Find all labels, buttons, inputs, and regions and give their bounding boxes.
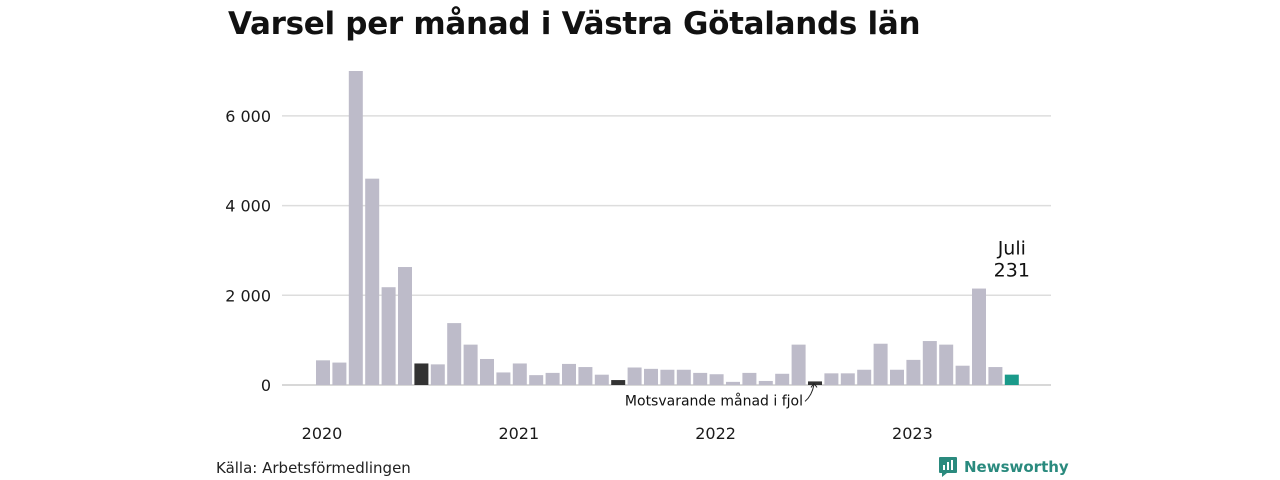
x-tick-label: 2021 [498,424,539,443]
bar [939,344,954,385]
bar [742,372,757,385]
source-label: Källa: Arbetsförmedlingen [216,459,411,477]
newsworthy-logo-icon [939,457,957,477]
bar [463,344,478,385]
bar-current-month [1004,374,1019,385]
bar [922,341,937,385]
previous-year-arrow [804,384,815,402]
bar [726,381,740,385]
bar [840,373,855,385]
bar [676,369,691,385]
bar-previous-year [611,380,626,385]
x-tick-label: 2023 [892,424,933,443]
bar [824,373,839,385]
bar [545,372,560,385]
bars [316,71,1019,385]
annotations: Juli 231 Motsvarande månad i fjol [625,238,1030,410]
last-month-label: Juli [997,238,1026,260]
brand-logo: Newsworthy [938,456,1069,478]
y-tick-label: 0 [261,376,271,395]
x-tick-label: 2020 [302,424,343,443]
bar-previous-year [414,363,429,385]
bar [430,364,445,385]
y-tick-label: 6 000 [225,107,271,126]
bar [529,375,544,385]
previous-year-arrowhead [810,382,818,388]
bar [365,178,380,385]
x-axis-ticks: 2020 2021 2022 2023 [302,424,933,443]
brand-name: Newsworthy [964,458,1069,476]
bar [398,267,412,385]
bar [381,287,396,385]
bar [447,323,462,385]
bar [660,369,675,385]
bar [480,358,494,385]
bar [578,367,593,385]
bar [758,380,773,385]
y-axis-ticks: 0 2 000 4 000 6 000 [225,107,271,395]
bar [709,374,724,385]
bar [791,344,806,385]
bar [332,362,347,385]
y-tick-label: 4 000 [225,197,271,216]
bar [594,374,609,385]
bar [873,343,888,385]
bar [693,372,708,385]
last-value-label: 231 [994,260,1030,282]
bar [316,360,330,385]
bar [906,359,921,385]
bar [972,288,986,385]
chart-title: Varsel per månad i Västra Götalands län [228,6,921,42]
bar [988,367,1003,385]
bar [627,367,642,385]
bar [955,365,970,385]
bar [857,369,872,385]
bar [496,372,511,385]
previous-year-label: Motsvarande månad i fjol [625,392,803,409]
bar [644,368,658,385]
bar-previous-year [808,381,822,385]
bar [890,369,904,385]
y-tick-label: 2 000 [225,286,271,305]
x-tick-label: 2022 [695,424,736,443]
bar [512,363,527,385]
bar [348,71,363,385]
bar [562,363,576,385]
bar [775,373,790,385]
